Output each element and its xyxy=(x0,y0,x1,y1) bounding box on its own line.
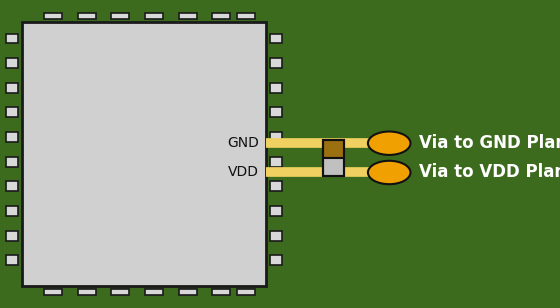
Bar xyxy=(111,289,129,295)
Bar xyxy=(44,289,62,295)
Bar xyxy=(78,13,96,19)
Bar xyxy=(212,289,230,295)
Bar xyxy=(270,231,282,241)
Bar xyxy=(22,22,266,286)
Bar xyxy=(270,107,282,117)
Circle shape xyxy=(368,132,410,155)
Bar xyxy=(212,13,230,19)
Bar xyxy=(111,13,129,19)
Bar xyxy=(270,157,282,167)
Bar xyxy=(270,34,282,43)
Text: Via to VDD Plane: Via to VDD Plane xyxy=(419,164,560,181)
Bar xyxy=(6,157,18,167)
Bar xyxy=(145,289,163,295)
Text: Via to GND Plane: Via to GND Plane xyxy=(419,134,560,152)
Bar xyxy=(179,13,197,19)
Bar xyxy=(6,181,18,191)
Bar xyxy=(323,158,344,176)
Bar xyxy=(270,206,282,216)
Text: GND: GND xyxy=(227,136,259,150)
Bar xyxy=(237,289,255,295)
Bar xyxy=(6,231,18,241)
Bar xyxy=(44,13,62,19)
Text: VDD: VDD xyxy=(228,165,259,180)
Bar xyxy=(237,13,255,19)
Bar xyxy=(6,255,18,265)
Bar xyxy=(270,58,282,68)
Bar xyxy=(6,58,18,68)
Bar xyxy=(323,140,344,176)
Bar xyxy=(6,206,18,216)
Bar xyxy=(179,289,197,295)
Bar xyxy=(270,132,282,142)
Bar xyxy=(6,83,18,93)
Bar xyxy=(270,181,282,191)
Bar xyxy=(6,34,18,43)
Bar xyxy=(6,107,18,117)
Bar xyxy=(6,132,18,142)
Bar xyxy=(270,255,282,265)
Bar xyxy=(145,13,163,19)
Bar xyxy=(78,289,96,295)
Bar xyxy=(270,83,282,93)
Circle shape xyxy=(368,161,410,184)
Bar xyxy=(323,140,344,158)
